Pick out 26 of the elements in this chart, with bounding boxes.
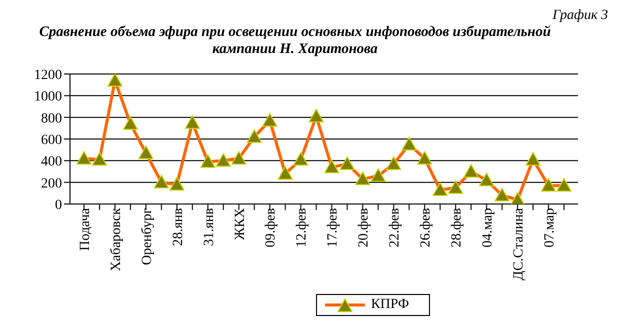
x-tick-label: 20.фев bbox=[356, 208, 372, 248]
x-tick-label: 28.янв bbox=[170, 208, 186, 246]
x-tick-label: 26.фев bbox=[418, 208, 434, 248]
x-tick-label: ЖКХ bbox=[232, 208, 248, 240]
x-tick-label: 09.фев bbox=[264, 208, 279, 248]
x-tick-label: 12.фев bbox=[294, 208, 310, 248]
x-tick-label: 31.янв bbox=[202, 208, 217, 246]
y-tick-label: 200 bbox=[41, 176, 62, 192]
y-tick-label: 600 bbox=[41, 132, 62, 148]
y-tick-label: 400 bbox=[41, 154, 62, 170]
y-tick-label: 1000 bbox=[34, 90, 62, 105]
x-tick-label: 07.мар bbox=[542, 208, 558, 248]
x-tick-label: 28.фев bbox=[450, 208, 465, 248]
x-tick-label: Хабаровск bbox=[108, 208, 124, 272]
y-tick-label: 800 bbox=[41, 111, 62, 126]
x-tick-label: Оренбург bbox=[140, 208, 155, 266]
x-tick-label: 17.фев bbox=[326, 208, 341, 248]
y-tick-label: 1200 bbox=[34, 68, 62, 83]
x-tick-label: 04.мар bbox=[480, 208, 496, 248]
text: График 3 bbox=[551, 8, 608, 24]
chart-title: Сравнение объема эфира при освещении основных инфоповодов избирательной кампании Н. Харитонова bbox=[38, 24, 552, 58]
x-tick-label: Подача bbox=[78, 207, 93, 251]
y-tick-label: 0 bbox=[55, 198, 62, 213]
x-tick-label: ДС.Сталина bbox=[511, 207, 526, 280]
legend-label: КПРФ bbox=[370, 297, 410, 313]
x-tick-label: 22.фев bbox=[388, 208, 403, 248]
